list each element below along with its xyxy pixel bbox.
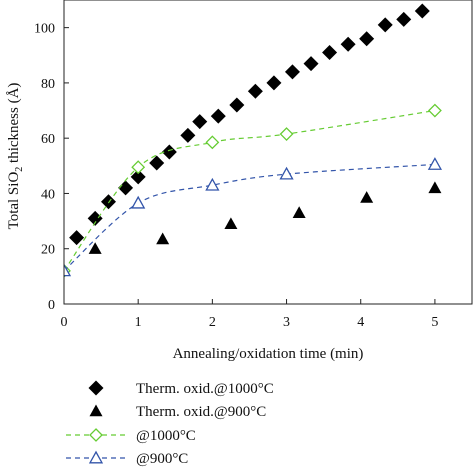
- series-line: [64, 109, 436, 272]
- data-point: [303, 56, 319, 72]
- x-tick-label: 1: [135, 315, 142, 330]
- data-point: [279, 127, 294, 141]
- series-line: [64, 163, 435, 272]
- legend-marker: [88, 450, 104, 464]
- y-axis-title: Total SiO2 thickness (Å): [6, 83, 25, 230]
- legend-item: Therm. oxid.@1000°C: [88, 380, 274, 397]
- data-point: [118, 180, 134, 196]
- data-point: [180, 127, 196, 143]
- data-point: [131, 195, 146, 209]
- data-point: [69, 230, 85, 246]
- legend-marker: [89, 428, 103, 442]
- data-point: [247, 83, 263, 99]
- legend-label: Therm. oxid.@900°C: [136, 404, 266, 420]
- y-axis-title-suffix: thickness (Å): [6, 83, 22, 167]
- legend-item: @1000°C: [66, 428, 196, 444]
- x-axis-title: Annealing/oxidation time (min): [173, 346, 364, 362]
- series-1: [69, 3, 430, 246]
- x-tick-label: 2: [209, 315, 216, 330]
- x-tick-label: 4: [357, 315, 364, 330]
- data-point: [292, 206, 306, 218]
- data-point: [360, 191, 374, 203]
- data-point: [156, 232, 170, 245]
- data-point: [210, 108, 226, 124]
- data-point: [88, 242, 102, 254]
- data-point: [101, 194, 117, 210]
- x-tick-label: 5: [431, 315, 438, 330]
- data-point: [340, 36, 356, 52]
- legend-label: @1000°C: [136, 428, 196, 444]
- y-tick-label: 60: [41, 132, 55, 147]
- data-point: [192, 114, 208, 130]
- data-point: [87, 210, 103, 226]
- data-point: [131, 160, 146, 175]
- series-3: [64, 103, 442, 278]
- series-4: [64, 157, 443, 277]
- data-point: [396, 11, 412, 27]
- x-tick-label: 3: [283, 315, 290, 330]
- y-tick-label: 80: [41, 77, 55, 92]
- plot-frame: [63, 0, 473, 305]
- data-point: [284, 64, 300, 80]
- y-tick-label: 0: [48, 298, 55, 313]
- legend: Therm. oxid.@1000°C Therm. oxid.@900°C @10…: [66, 380, 274, 467]
- data-point: [224, 217, 238, 230]
- legend-item: @900°C: [66, 450, 188, 467]
- data-point: [130, 169, 146, 185]
- data-point: [359, 31, 375, 47]
- data-point: [428, 181, 442, 194]
- series-layer: [64, 3, 443, 278]
- legend-marker: [89, 404, 103, 417]
- y-tick-label: 40: [41, 187, 55, 202]
- y-axis-title-subscript: 2: [14, 167, 25, 172]
- y-axis-title-main: Total SiO: [6, 172, 22, 230]
- data-point: [64, 263, 72, 277]
- data-point: [205, 135, 220, 150]
- data-point: [266, 75, 282, 91]
- data-point: [414, 3, 430, 19]
- data-point: [279, 166, 294, 180]
- data-point: [427, 103, 442, 118]
- legend-item: Therm. oxid.@900°C: [89, 404, 266, 420]
- data-point: [149, 155, 165, 171]
- series-2: [88, 181, 442, 254]
- data-point: [161, 144, 177, 160]
- y-tick-label: 100: [34, 22, 55, 37]
- legend-label: Therm. oxid.@1000°C: [136, 381, 274, 397]
- data-point: [322, 45, 338, 61]
- legend-label: @900°C: [136, 451, 188, 467]
- data-point: [377, 17, 393, 33]
- data-point: [205, 177, 220, 191]
- legend-marker: [88, 380, 104, 396]
- data-point: [427, 157, 443, 170]
- data-point: [229, 97, 245, 113]
- ticks-layer: 0 1 2 3 4 5 0 20 40 60 80 100: [34, 22, 438, 330]
- y-tick-label: 20: [41, 243, 55, 258]
- x-tick-label: 0: [61, 315, 68, 330]
